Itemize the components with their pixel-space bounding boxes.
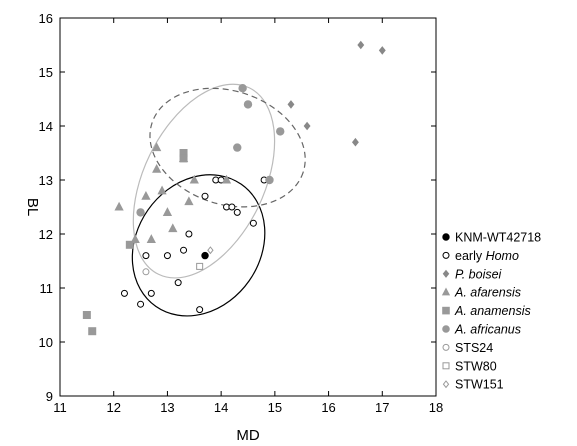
point-a-afarensis bbox=[221, 174, 232, 184]
point-p-boisei bbox=[287, 100, 295, 109]
point-early-homo bbox=[233, 208, 241, 216]
early-homo-ellipse bbox=[131, 174, 266, 317]
point-a-afarensis bbox=[189, 174, 199, 184]
point-early-homo bbox=[185, 230, 193, 238]
point-a-anamensis bbox=[82, 311, 91, 319]
y-tick-label: 13 bbox=[39, 173, 53, 188]
x-tick-label: 14 bbox=[214, 400, 228, 415]
point-a-afarensis bbox=[146, 234, 156, 243]
data-points bbox=[82, 40, 386, 336]
point-a-anamensis bbox=[179, 154, 188, 163]
point-a-afarensis bbox=[114, 201, 124, 211]
point-a-afarensis bbox=[152, 163, 162, 173]
legend-marker-stw151 bbox=[442, 380, 450, 389]
legend-label-a-africanus: A. africanus bbox=[454, 323, 521, 337]
point-p-boisei bbox=[351, 137, 359, 147]
legend-label-part: A. africanus bbox=[454, 323, 521, 337]
legend-label-knm-wt42718: KNM-WT42718 bbox=[455, 231, 541, 245]
axis-ticks: 11 12 13 14 15 16 17 18 9 10 11 12 13 14 15 16 bbox=[39, 11, 444, 415]
point-a-afarensis bbox=[162, 207, 173, 216]
legend-label-part: STW151 bbox=[455, 378, 504, 392]
point-early-homo bbox=[249, 219, 257, 227]
y-tick-label: 11 bbox=[40, 281, 54, 296]
point-a-africanus bbox=[276, 127, 285, 136]
point-p-boisei bbox=[303, 121, 311, 131]
y-tick-label: 9 bbox=[46, 389, 53, 404]
point-a-africanus bbox=[136, 208, 145, 217]
x-tick-label: 15 bbox=[268, 400, 282, 415]
y-tick-label: 15 bbox=[39, 65, 53, 80]
point-p-boisei bbox=[378, 46, 386, 55]
legend-marker-p-boisei bbox=[442, 269, 450, 278]
legend-label-part: STW80 bbox=[455, 359, 497, 373]
point-a-afarensis bbox=[184, 196, 194, 206]
point-knm-wt42718 bbox=[201, 251, 209, 260]
legend-label-part: Homo bbox=[486, 249, 519, 263]
point-stw80 bbox=[196, 262, 204, 270]
legend-label-stw151: STW151 bbox=[455, 378, 504, 392]
point-early-homo bbox=[228, 203, 236, 211]
legend-label-part: STS24 bbox=[455, 341, 493, 355]
legend-label-sts24: STS24 bbox=[455, 341, 493, 355]
point-a-africanus bbox=[233, 143, 242, 152]
legend-marker-sts24 bbox=[442, 343, 450, 351]
point-early-homo bbox=[142, 252, 150, 260]
legend-marker-early-homo bbox=[442, 251, 450, 259]
x-tick-label: 11 bbox=[53, 400, 67, 415]
y-tick-label: 14 bbox=[39, 119, 53, 134]
point-p-boisei bbox=[357, 40, 365, 50]
point-early-homo bbox=[137, 300, 145, 308]
legend: KNM-WT42718 early Homo P. boisei A. afarens… bbox=[441, 231, 541, 392]
y-tick-label: 12 bbox=[39, 227, 53, 242]
legend-label-early-homo: early Homo bbox=[455, 249, 519, 263]
legend-label-part: early bbox=[455, 249, 486, 263]
legend-label-part: KNM-WT42718 bbox=[455, 231, 541, 245]
x-tick-label: 16 bbox=[321, 400, 335, 415]
africanus-ellipse bbox=[149, 87, 306, 208]
x-tick-label: 13 bbox=[160, 400, 174, 415]
confidence-ellipses bbox=[131, 83, 306, 317]
point-a-afarensis bbox=[157, 185, 167, 195]
legend-marker-a-afarensis bbox=[441, 287, 451, 296]
legend-label-p-boisei: P. boisei bbox=[455, 267, 503, 281]
y-axis-label: BL bbox=[24, 198, 41, 216]
legend-marker-stw80 bbox=[442, 362, 450, 370]
x-tick-label: 17 bbox=[375, 400, 389, 415]
afarensis-ellipse bbox=[132, 83, 276, 279]
point-early-homo bbox=[147, 289, 155, 297]
point-early-homo bbox=[120, 289, 128, 297]
y-tick-label: 10 bbox=[39, 335, 53, 350]
y-tick-label: 16 bbox=[39, 11, 53, 26]
point-sts24 bbox=[142, 268, 150, 276]
point-a-anamensis bbox=[88, 327, 97, 336]
point-early-homo bbox=[180, 246, 188, 254]
point-early-homo bbox=[196, 306, 204, 314]
point-a-africanus bbox=[238, 84, 247, 93]
point-early-homo bbox=[174, 279, 182, 287]
x-axis-label: MD bbox=[236, 427, 259, 444]
point-a-afarensis bbox=[141, 190, 151, 200]
point-a-anamensis bbox=[125, 240, 134, 249]
point-a-afarensis bbox=[130, 234, 140, 243]
legend-label-a-afarensis: A. afarensis bbox=[454, 286, 521, 300]
legend-marker-knm-wt42718 bbox=[442, 233, 450, 241]
legend-label-a-anamensis: A. anamensis bbox=[454, 304, 531, 318]
legend-label-part: A. anamensis bbox=[454, 304, 531, 318]
legend-marker-a-anamensis bbox=[442, 306, 450, 315]
point-a-africanus bbox=[243, 100, 253, 109]
point-a-africanus bbox=[265, 175, 274, 185]
point-a-afarensis bbox=[152, 142, 162, 152]
x-tick-label: 12 bbox=[106, 400, 120, 415]
x-tick-label: 18 bbox=[429, 400, 443, 415]
legend-label-part: P. boisei bbox=[455, 267, 503, 281]
legend-marker-a-africanus bbox=[442, 325, 450, 333]
legend-label-stw80: STW80 bbox=[455, 359, 497, 373]
point-early-homo bbox=[201, 192, 209, 200]
point-stw151 bbox=[207, 246, 214, 255]
legend-label-part: A. afarensis bbox=[454, 286, 521, 300]
plot-frame bbox=[59, 17, 437, 397]
point-a-afarensis bbox=[168, 223, 178, 233]
point-early-homo bbox=[163, 252, 171, 260]
